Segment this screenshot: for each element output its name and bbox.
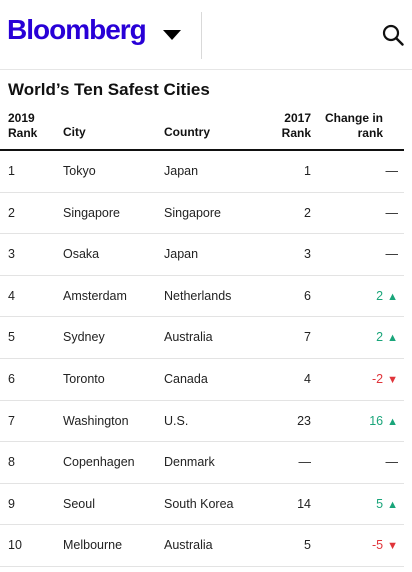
country-cell: Netherlands [164, 288, 232, 303]
table-row: 5 Sydney Australia 7 2 ▲ [0, 317, 404, 359]
table-row: 10 Melbourne Australia 5 -5 ▼ [0, 525, 404, 567]
change-value: -5 [371, 538, 384, 553]
change-cell: — [386, 193, 399, 234]
city-cell: Osaka [63, 247, 100, 262]
arrow-up-icon: ▲ [387, 290, 398, 303]
city-cell: Melbourne [63, 538, 123, 553]
change-cell: -2 ▼ [372, 359, 398, 401]
prev-rank-cell: 23 [297, 413, 311, 428]
header-rule [0, 149, 404, 151]
country-cell: U.S. [164, 413, 189, 428]
change-value: 16 [369, 413, 384, 428]
city-cell: Sydney [63, 330, 105, 345]
rank-cell: 5 [8, 330, 15, 345]
prev-rank-cell: 2 [304, 205, 311, 220]
prev-rank-cell: 6 [304, 288, 311, 303]
change-cell: -5 ▼ [372, 525, 398, 567]
rank-cell: 10 [8, 538, 22, 553]
prev-rank-cell: 1 [304, 164, 311, 178]
rank-cell: 4 [8, 288, 15, 303]
rank-cell: 8 [8, 455, 15, 470]
column-header-rank-year: 2019 [8, 111, 35, 125]
change-value: — [385, 455, 399, 470]
change-cell: 16 ▲ [369, 401, 398, 443]
table-row: 8 Copenhagen Denmark — — [0, 442, 404, 484]
rank-cell: 6 [8, 371, 15, 386]
country-cell: Canada [164, 371, 208, 386]
arrow-down-icon: ▼ [387, 373, 398, 386]
change-cell: 2 ▲ [376, 276, 398, 318]
column-header-rank-label: Rank [8, 126, 38, 140]
city-cell: Toronto [63, 371, 105, 386]
change-value: -2 [371, 371, 384, 386]
header-divider [201, 12, 202, 59]
country-cell: Australia [164, 330, 213, 345]
column-header-prev-rank: 2017 Rank [282, 111, 311, 141]
table-row: 3 Osaka Japan 3 — [0, 234, 404, 276]
country-cell: South Korea [164, 496, 234, 511]
change-value: — [385, 247, 399, 262]
column-header-change: Change in rank [325, 111, 383, 141]
country-cell: Denmark [164, 455, 215, 470]
column-header-prev-label: Rank [281, 126, 311, 140]
change-cell: 5 ▲ [376, 484, 398, 526]
arrow-up-icon: ▲ [387, 332, 398, 345]
prev-rank-cell: 5 [304, 538, 311, 553]
country-cell: Singapore [164, 205, 221, 220]
city-cell: Tokyo [63, 164, 96, 178]
country-cell: Japan [164, 164, 199, 178]
country-cell: Australia [164, 538, 213, 553]
column-header-rank: 2019 Rank [8, 111, 37, 141]
change-value: 5 [376, 496, 384, 511]
change-value: — [385, 205, 399, 220]
city-cell: Copenhagen [63, 455, 135, 470]
change-cell: 2 ▲ [376, 317, 398, 359]
city-cell: Seoul [63, 496, 95, 511]
table-row: 9 Seoul South Korea 14 5 ▲ [0, 484, 404, 526]
prev-rank-cell: 7 [304, 330, 311, 345]
prev-rank-cell: 4 [304, 371, 311, 386]
table-row: 1 Tokyo Japan 1 — [0, 151, 404, 193]
table-row: 7 Washington U.S. 23 16 ▲ [0, 401, 404, 443]
arrow-up-icon: ▲ [387, 498, 398, 511]
city-cell: Amsterdam [63, 288, 127, 303]
rank-cell: 1 [8, 164, 15, 178]
change-cell: — [386, 234, 399, 275]
change-value: 2 [376, 330, 384, 345]
city-cell: Singapore [63, 205, 120, 220]
arrow-down-icon: ▼ [387, 540, 398, 553]
change-cell: — [386, 442, 399, 483]
prev-rank-cell: 3 [304, 247, 311, 262]
rank-cell: 7 [8, 413, 15, 428]
table-header: 2019 Rank City Country 2017 Rank Change … [0, 108, 412, 150]
rank-cell: 3 [8, 247, 15, 262]
top-bar: Bloomberg [0, 0, 412, 70]
search-icon[interactable] [382, 24, 404, 46]
change-value: 2 [376, 288, 384, 303]
column-header-prev-year: 2017 [284, 111, 311, 125]
country-cell: Japan [164, 247, 199, 262]
table-row: 4 Amsterdam Netherlands 6 2 ▲ [0, 276, 404, 318]
table-body: 1 Tokyo Japan 1 — 2 Singapore Singapore 2 — 3 Osaka… [0, 151, 412, 567]
bloomberg-logo[interactable]: Bloomberg [7, 14, 147, 45]
change-value: — [385, 164, 399, 178]
column-header-change-line1: Change in [324, 111, 383, 125]
arrow-up-icon: ▲ [387, 415, 398, 428]
rank-cell: 9 [8, 496, 15, 511]
table-title: World’s Ten Safest Cities [8, 80, 210, 99]
table-row: 2 Singapore Singapore 2 — [0, 193, 404, 235]
caret-down-icon[interactable] [163, 30, 181, 40]
prev-rank-cell: — [298, 455, 312, 470]
prev-rank-cell: 14 [297, 496, 311, 511]
column-header-city: City [63, 125, 86, 139]
table-row: 6 Toronto Canada 4 -2 ▼ [0, 359, 404, 401]
rank-cell: 2 [8, 205, 15, 220]
column-header-change-line2: rank [357, 126, 383, 140]
city-cell: Washington [63, 413, 129, 428]
column-header-country: Country [164, 125, 210, 139]
change-cell: — [386, 151, 399, 192]
